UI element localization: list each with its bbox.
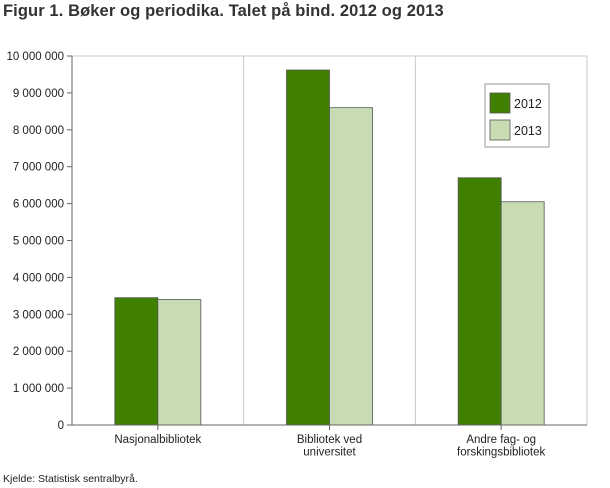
bar-2012: [114, 297, 159, 426]
x-category-label: universitet: [303, 447, 356, 459]
legend-swatch-2012: [489, 92, 511, 114]
bar-2013: [500, 201, 545, 426]
y-tick-label: 4 000 000: [13, 272, 64, 284]
bar-2012: [457, 177, 502, 426]
grid-lines: [72, 55, 588, 425]
y-tick-label: 7 000 000: [13, 162, 64, 174]
y-tick-label: 1 000 000: [13, 383, 64, 395]
legend-label-2013: 2013: [514, 124, 542, 138]
bar-2012: [286, 69, 330, 426]
bar-2013: [329, 107, 373, 426]
y-axis-ticks: 0 1 000 000 2 000 000 3 000 000 4 000 000 5 0…: [6, 51, 72, 432]
bars: [114, 69, 545, 426]
x-category-label: Andre fag- og: [466, 434, 536, 446]
y-tick-label: 10 000 000: [6, 51, 64, 63]
y-tick-label: 5 000 000: [13, 236, 64, 248]
bar-2013: [157, 299, 202, 426]
chart-title: Figur 1. Bøker og periodika. Talet på bi…: [3, 2, 444, 20]
y-tick-label: 2 000 000: [13, 346, 64, 358]
y-tick-label: 6 000 000: [13, 199, 64, 211]
x-category-label: Bibliotek ved: [297, 434, 362, 446]
axes: [67, 56, 587, 426]
x-category-label: forskingsbibliotek: [457, 447, 545, 459]
legend-label-2012: 2012: [514, 97, 542, 111]
x-category-label: Nasjonalbibliotek: [114, 434, 201, 446]
y-tick-label: 3 000 000: [13, 309, 64, 321]
legend: 2012 2013: [484, 83, 550, 148]
y-tick-label: 0: [58, 420, 64, 432]
legend-swatch-2013: [489, 119, 511, 141]
y-tick-label: 9 000 000: [13, 88, 64, 100]
source-note: Kjelde: Statistisk sentralbyrå.: [3, 473, 138, 485]
x-axis-labels: Nasjonalbibliotek Bibliotek veduniversite…: [114, 425, 546, 459]
y-tick-label: 8 000 000: [13, 125, 64, 137]
